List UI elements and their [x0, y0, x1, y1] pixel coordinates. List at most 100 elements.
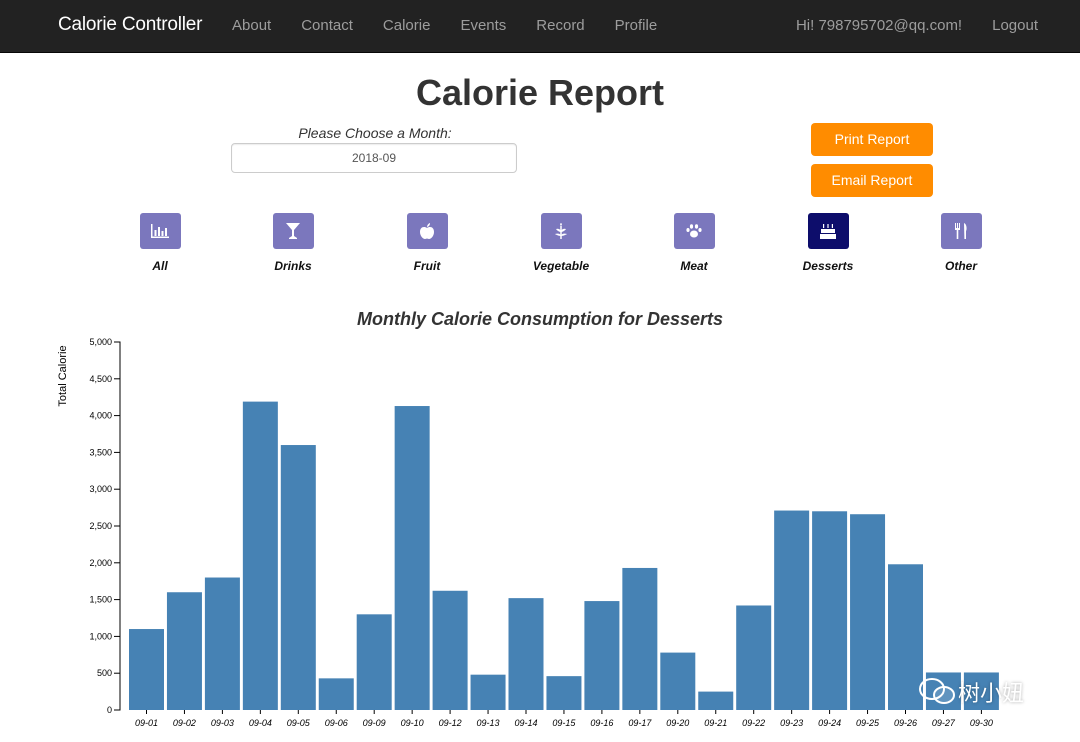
y-tick-label: 1,000 — [89, 631, 112, 641]
cake-icon — [820, 224, 836, 239]
chart-bar — [812, 511, 848, 710]
x-tick-label: 09-20 — [666, 718, 689, 728]
x-tick-label: 09-13 — [477, 718, 500, 728]
nav-record[interactable]: Record — [536, 17, 585, 34]
category-desserts-button[interactable] — [807, 213, 849, 249]
y-tick-label: 2,500 — [89, 521, 112, 531]
nav-events[interactable]: Events — [460, 17, 507, 34]
category-fruit[interactable]: Fruit — [377, 213, 477, 273]
category-vegetable-button[interactable] — [540, 213, 582, 249]
x-tick-label: 09-09 — [363, 718, 386, 728]
chart-bar — [963, 672, 999, 710]
x-tick-label: 09-22 — [742, 718, 765, 728]
nav-profile[interactable]: Profile — [614, 17, 658, 34]
chart-bar — [432, 590, 468, 710]
category-drinks-button[interactable] — [272, 213, 314, 249]
chart-bar — [584, 601, 620, 710]
chart-bar — [470, 674, 506, 710]
calorie-bar-chart: 0 500 1,000 1,500 2,000 2,500 3,000 3,500 4,000 4… — [57, 337, 999, 728]
chart-bar — [166, 592, 202, 710]
leaf-icon — [555, 223, 567, 239]
x-tick-label: 09-14 — [514, 718, 537, 728]
cocktail-icon — [286, 223, 300, 239]
category-meat-button[interactable] — [673, 213, 715, 249]
chart-bar — [736, 605, 772, 710]
wechat-icon — [919, 678, 955, 704]
chart-bar — [622, 567, 658, 710]
category-meat[interactable]: Meat — [644, 213, 744, 273]
x-tick-label: 09-17 — [628, 718, 652, 728]
y-tick-label: 4,000 — [89, 411, 112, 421]
category-all[interactable]: All — [110, 213, 210, 273]
email-report-button[interactable]: Email Report — [811, 164, 933, 197]
nav-about[interactable]: About — [232, 17, 272, 34]
y-axis-label: Total Calorie — [57, 345, 69, 406]
chart-bar — [546, 676, 582, 710]
brand-link[interactable]: Calorie Controller — [58, 14, 203, 35]
x-tick-label: 09-12 — [439, 718, 462, 728]
x-tick-label: 09-04 — [249, 718, 272, 728]
category-other-button[interactable] — [940, 213, 982, 249]
y-tick-label: 2,000 — [89, 558, 112, 568]
month-input[interactable] — [231, 143, 517, 173]
category-label: Desserts — [802, 259, 854, 273]
y-tick-label: 500 — [97, 668, 112, 678]
logout-link[interactable]: Logout — [992, 17, 1038, 34]
category-vegetable[interactable]: Vegetable — [511, 213, 611, 273]
x-tick-label: 09-23 — [780, 718, 803, 728]
category-fruit-button[interactable] — [406, 213, 448, 249]
user-greeting-link[interactable]: Hi! 798795702@qq.com! — [795, 17, 963, 34]
x-tick-label: 09-02 — [173, 718, 196, 728]
x-tick-label: 09-05 — [287, 718, 311, 728]
category-label: Other — [944, 259, 977, 273]
bar-chart-icon — [151, 224, 169, 238]
y-tick-label: 5,000 — [89, 337, 112, 347]
y-tick-label: 3,500 — [89, 447, 112, 457]
x-tick-label: 09-03 — [211, 718, 234, 728]
x-tick-label: 09-16 — [590, 718, 613, 728]
chart-bar — [888, 564, 923, 710]
category-label: All — [152, 259, 168, 273]
category-other[interactable]: Other — [911, 213, 1011, 273]
category-desserts[interactable]: Desserts — [778, 213, 878, 273]
chart-bar — [660, 652, 696, 710]
chart-bar — [204, 577, 240, 710]
y-tick-label: 3,000 — [89, 484, 112, 494]
chart-bar — [280, 445, 316, 710]
y-tick-label: 4,500 — [89, 374, 112, 384]
x-tick-label: 09-25 — [856, 718, 880, 728]
y-tick-label: 0 — [107, 705, 112, 715]
page-title: Calorie Report — [415, 72, 665, 113]
chart-bar — [242, 401, 278, 710]
x-tick-label: 09-10 — [401, 718, 424, 728]
x-tick-label: 09-06 — [325, 718, 348, 728]
category-label: Fruit — [413, 259, 441, 273]
watermark-text: 树小妞 — [958, 681, 1025, 706]
chart-bar — [774, 510, 810, 710]
x-tick-label: 09-27 — [932, 718, 956, 728]
category-drinks[interactable]: Drinks — [243, 213, 343, 273]
cutlery-icon — [955, 223, 967, 239]
x-tick-label: 09-26 — [894, 718, 917, 728]
y-tick-label: 1,500 — [89, 595, 112, 605]
x-tick-label: 09-15 — [552, 718, 576, 728]
nav-contact[interactable]: Contact — [301, 17, 353, 34]
chart-bar — [129, 629, 164, 710]
chart-bar — [394, 406, 430, 710]
nav-calorie[interactable]: Calorie — [382, 17, 431, 34]
chart-bar — [508, 598, 544, 710]
x-tick-label: 09-01 — [135, 718, 158, 728]
category-label: Drinks — [274, 259, 312, 273]
category-label: Meat — [680, 259, 708, 273]
nav-right: Hi! 798795702@qq.com! Logout — [766, 17, 1038, 34]
category-label: Vegetable — [532, 259, 590, 273]
month-label: Please Choose a Month: — [298, 125, 452, 141]
category-all-button[interactable] — [139, 213, 181, 249]
chart-title: Monthly Calorie Consumption for Desserts — [356, 309, 724, 329]
nav-links: About Contact Calorie Events Record Prof… — [232, 17, 687, 34]
x-tick-label: 09-21 — [704, 718, 727, 728]
apple-icon — [420, 223, 434, 239]
chart-bar — [318, 678, 354, 710]
print-report-button[interactable]: Print Report — [811, 123, 933, 156]
chart-bar — [356, 614, 392, 710]
